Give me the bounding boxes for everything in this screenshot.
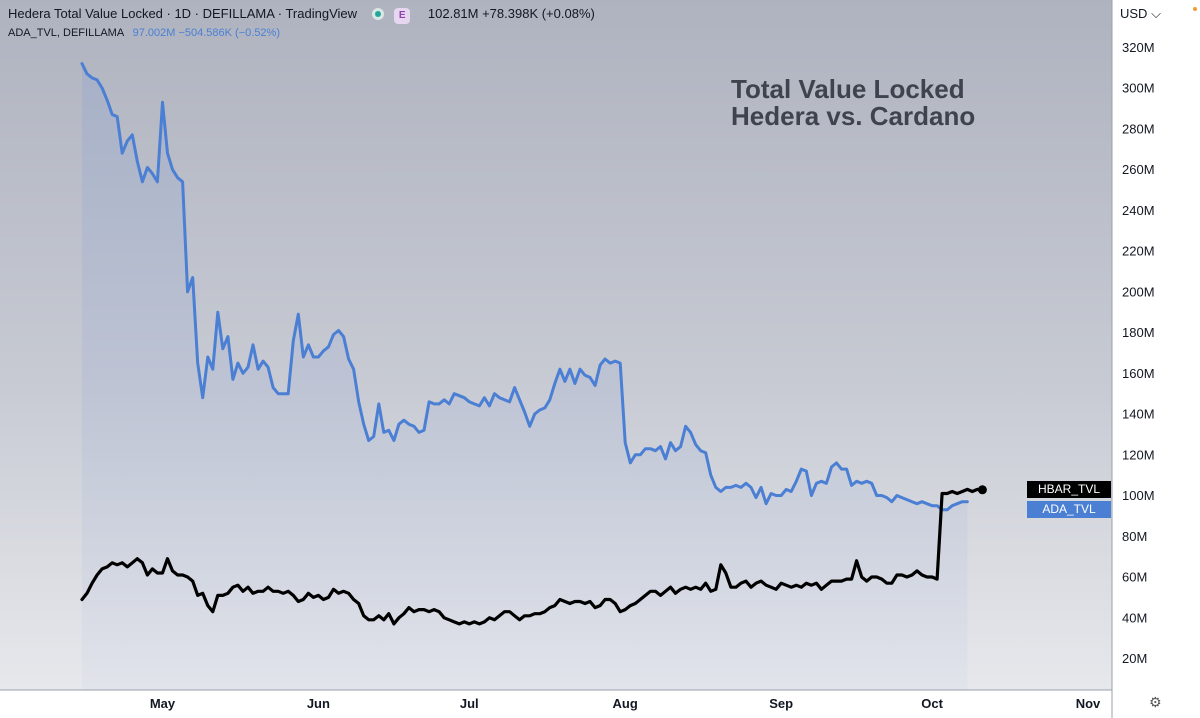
currency-label: USD [1120,6,1148,21]
y-tick-label: 260M [1122,162,1155,177]
y-tick-label: 160M [1122,366,1155,381]
currency-selector[interactable]: USD ⌵ [1120,6,1161,22]
y-tick-label: 120M [1122,447,1155,462]
ada-area-fill [82,63,968,691]
hbar-price-label: HBAR_TVL [1027,481,1111,498]
y-tick-label: 40M [1122,610,1147,625]
y-tick-label: 320M [1122,40,1155,55]
y-tick-label: 200M [1122,284,1155,299]
x-tick-label: Nov [1076,696,1101,711]
alert-indicator-icon [1193,7,1197,11]
hbar-tvl-line[interactable] [80,487,984,626]
y-tick-label: 180M [1122,325,1155,340]
earnings-badge-icon[interactable]: E [394,8,411,24]
price-scale-panel[interactable] [1112,0,1200,718]
overlay-title: Total Value Locked Hedera vs. Cardano [731,76,975,130]
hbar-last-point[interactable] [977,485,987,495]
compare-series-name: ADA_TVL, DEFILLAMA [8,27,124,39]
ada-price-label: ADA_TVL [1027,501,1111,518]
gear-icon[interactable]: ⚙ [1149,694,1162,710]
x-tick-label: Oct [921,696,943,711]
symbol-title[interactable]: Hedera Total Value Locked · 1D · DEFILLA… [8,6,358,21]
x-tick-label: Sep [769,696,793,711]
x-tick-label: May [150,696,176,711]
x-tick-label: Jun [307,696,330,711]
ada-tvl-line[interactable] [80,62,969,512]
x-tick-label: Aug [613,696,638,711]
y-tick-label: 100M [1122,488,1155,503]
overlay-title-line-1: Total Value Locked [731,74,965,104]
market-status-icon [374,11,381,17]
overlay-title-line-2: Hedera vs. Cardano [731,101,976,131]
x-tick-label: Jul [460,696,479,711]
y-tick-label: 220M [1122,244,1155,259]
y-tick-label: 80M [1122,529,1147,544]
y-tick-label: 280M [1122,121,1155,136]
compare-series-value: 97.002M −504.586K (−0.52%) [132,27,280,39]
y-tick-label: 300M [1122,81,1155,96]
y-tick-label: 240M [1122,203,1155,218]
y-tick-label: 140M [1122,407,1155,422]
compare-series-legend[interactable]: ADA_TVL, DEFILLAMA 97.002M −504.586K (−0… [8,27,280,39]
time-scale-panel[interactable] [0,690,1112,718]
y-tick-label: 20M [1122,651,1147,666]
last-value: 102.81M +78.398K (+0.08%) [427,6,595,21]
chart-header: Hedera Total Value Locked · 1D · DEFILLA… [8,6,595,24]
chevron-down-icon: ⌵ [1151,6,1161,21]
y-tick-label: 60M [1122,570,1147,585]
